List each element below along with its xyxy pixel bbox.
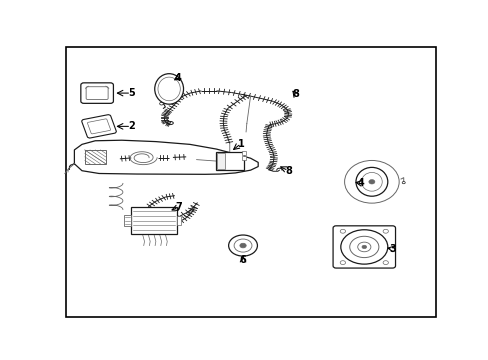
Ellipse shape	[154, 74, 183, 104]
Text: 6: 6	[239, 255, 246, 265]
Circle shape	[349, 236, 378, 258]
Text: 7: 7	[175, 202, 182, 212]
Ellipse shape	[344, 161, 398, 203]
Bar	[242, 156, 246, 159]
Text: 2: 2	[127, 121, 134, 131]
Circle shape	[340, 261, 345, 265]
Bar	[124, 215, 131, 226]
Text: 1: 1	[237, 139, 244, 149]
Bar	[176, 216, 181, 225]
Bar	[242, 151, 246, 155]
Circle shape	[368, 180, 374, 184]
Bar	[131, 207, 176, 234]
Text: 5: 5	[127, 88, 134, 98]
Circle shape	[159, 102, 163, 105]
Ellipse shape	[158, 77, 180, 101]
Text: 4: 4	[356, 178, 363, 188]
Circle shape	[361, 245, 366, 249]
Text: 4: 4	[174, 73, 181, 83]
Text: 3: 3	[388, 244, 395, 254]
Ellipse shape	[361, 172, 382, 191]
Bar	[215, 152, 244, 170]
Text: 8: 8	[285, 166, 291, 176]
Circle shape	[401, 181, 405, 184]
Circle shape	[382, 229, 387, 233]
FancyBboxPatch shape	[87, 119, 110, 134]
FancyBboxPatch shape	[86, 87, 108, 99]
Ellipse shape	[355, 167, 387, 196]
FancyBboxPatch shape	[81, 83, 113, 103]
Circle shape	[228, 235, 257, 256]
Circle shape	[340, 229, 345, 233]
Circle shape	[340, 230, 387, 264]
Circle shape	[234, 239, 251, 252]
Circle shape	[382, 261, 387, 265]
Bar	[216, 153, 224, 169]
FancyBboxPatch shape	[332, 226, 395, 268]
Bar	[84, 150, 105, 164]
Text: 8: 8	[291, 90, 298, 99]
FancyBboxPatch shape	[81, 115, 116, 138]
Circle shape	[240, 243, 245, 248]
Circle shape	[357, 242, 370, 252]
